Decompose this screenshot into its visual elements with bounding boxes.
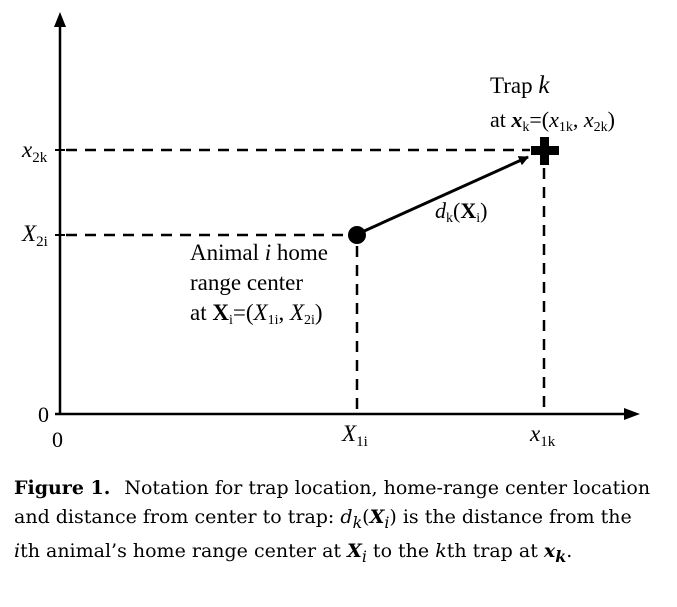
distance-arrow [361,155,529,234]
trap-cross-icon [531,137,559,165]
figure-caption: Figure 1. Notation for trap location, hom… [14,474,654,571]
tick-label-X2i: X2i [21,221,48,250]
home-range-center-dot [348,226,366,244]
animal-label-line3: at Xi=(X1i, X2i) [190,300,323,328]
caption-text-4: to the [366,539,436,562]
tick-label-X1i: X1i [341,421,368,450]
caption-k: k [435,539,447,562]
caption-open: ( [362,506,370,528]
caption-X2: X [347,539,362,562]
trap-location: at xk=(x1k, x2k) [490,107,615,135]
animal-label-line1: Animal i home [190,240,328,265]
origin-y-label: 0 [38,402,49,427]
caption-text-2: ) is the distance from the [389,506,632,528]
caption-d-sub: k [352,512,363,532]
tick-label-x1k: x1k [529,421,556,450]
x-axis-arrow-icon [624,408,640,420]
origin-x-label: 0 [52,427,63,452]
trap-title: Trap k [490,72,550,99]
caption-X2-sub: i [361,546,367,566]
caption-X-sub: i [384,512,390,532]
caption-X: X [369,506,385,528]
caption-d: d [340,506,353,528]
caption-text-3: th animal’s home range center at [20,539,348,562]
distance-label: dk(Xi) [435,198,487,226]
animal-label-line2: range center [190,270,303,295]
caption-text-5: th trap at [446,539,544,562]
caption-x: x [543,539,556,562]
caption-text-6: . [566,539,573,562]
caption-i: i [14,539,21,562]
tick-label-x2k: x2k [21,137,48,166]
caption-label: Figure 1. [14,477,111,499]
caption-x-sub: k [555,546,567,566]
y-axis-arrow-icon [54,12,66,27]
caption-text-1: Notation for trap location, home-range c… [14,477,651,528]
